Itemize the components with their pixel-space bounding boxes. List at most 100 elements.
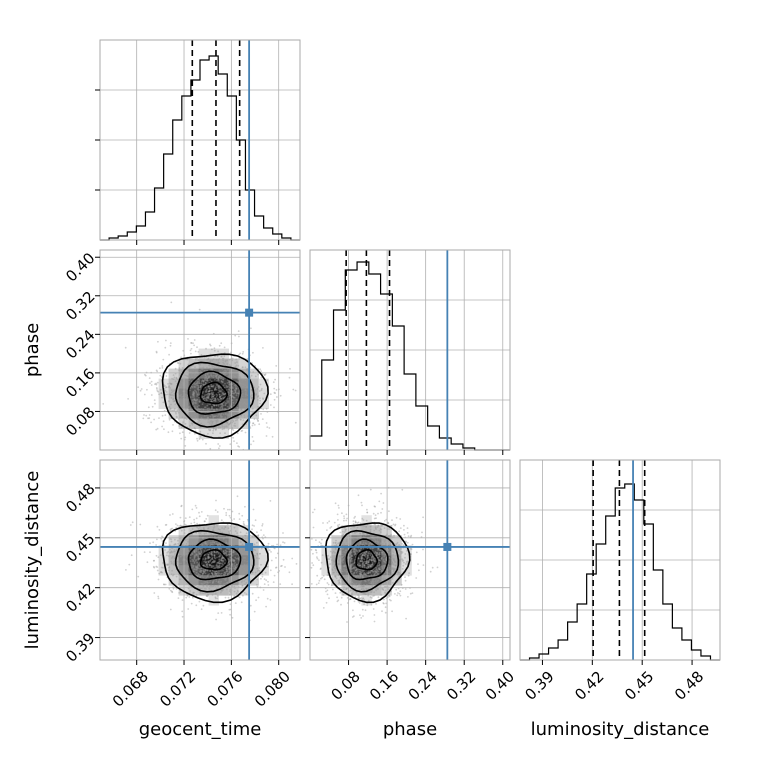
sample-point: [388, 579, 391, 581]
sample-point: [379, 578, 382, 581]
sample-point: [372, 570, 374, 573]
sample-point: [198, 553, 201, 556]
sample-point: [227, 392, 230, 395]
sample-point: [246, 394, 249, 397]
sample-point: [237, 378, 240, 380]
sample-point: [176, 362, 179, 364]
sample-point: [357, 557, 360, 560]
sample-point: [367, 554, 370, 557]
sample-point: [211, 385, 214, 388]
sample-point: [260, 370, 262, 372]
sample-point: [244, 431, 247, 434]
sample-point: [193, 557, 196, 559]
sample-point: [251, 528, 253, 531]
sample-point: [385, 602, 387, 605]
sample-point: [219, 562, 222, 564]
histogram-phase: [309, 261, 510, 451]
sample-point: [398, 592, 401, 595]
sample-point: [246, 569, 248, 571]
sample-point: [264, 374, 266, 376]
sample-point: [180, 437, 183, 440]
sample-point: [361, 554, 363, 557]
sample-point: [174, 399, 177, 402]
sample-point: [208, 389, 211, 391]
sample-point: [389, 547, 391, 550]
sample-point: [323, 578, 326, 581]
sample-point: [214, 398, 217, 401]
sample-point: [384, 543, 387, 546]
sample-point: [212, 429, 215, 432]
sample-point: [219, 396, 221, 398]
sample-point: [221, 585, 223, 588]
sample-point: [363, 571, 366, 574]
sample-point: [236, 381, 239, 384]
sample-point: [384, 585, 386, 588]
sample-point: [300, 402, 302, 404]
density-cell: [258, 388, 269, 399]
pair-panel-geocent_time-phase: [99, 249, 301, 451]
sample-point: [213, 404, 216, 407]
sample-point: [192, 401, 195, 403]
sample-point: [163, 387, 166, 390]
sample-point: [358, 573, 361, 575]
sample-point: [239, 377, 241, 380]
sample-point: [194, 406, 197, 409]
sample-point: [351, 567, 354, 570]
sample-point: [199, 552, 202, 555]
sample-point: [393, 558, 395, 561]
sample-point: [231, 357, 234, 360]
sample-point: [206, 377, 209, 380]
sample-point: [354, 532, 356, 534]
sample-point: [255, 599, 257, 602]
sample-point: [220, 355, 223, 358]
sample-point: [379, 549, 381, 552]
sample-point: [357, 596, 360, 599]
sample-point: [352, 523, 355, 525]
histogram-panel-luminosity_distance: [519, 459, 721, 661]
sample-point: [182, 559, 184, 562]
sample-point: [223, 372, 226, 375]
sample-point: [227, 542, 230, 545]
sample-point: [233, 595, 236, 597]
sample-point: [358, 597, 361, 600]
sample-point: [184, 445, 187, 447]
sample-point: [256, 578, 259, 581]
sample-point: [245, 581, 248, 584]
sample-point: [269, 569, 272, 572]
sample-point: [391, 582, 394, 584]
sample-point: [246, 415, 249, 418]
sample-point: [352, 563, 354, 566]
sample-point: [406, 541, 409, 544]
sample-point: [404, 556, 406, 559]
sample-point: [251, 397, 253, 399]
histogram-layer: [100, 40, 720, 661]
sample-point: [225, 577, 228, 580]
sample-point: [187, 575, 190, 578]
sample-point: [377, 548, 380, 550]
sample-point: [191, 553, 194, 555]
sample-point: [181, 378, 184, 381]
sample-point: [212, 395, 214, 398]
sample-point: [401, 558, 403, 561]
density-cell: [238, 575, 249, 586]
sample-point: [206, 581, 209, 584]
density-cell: [188, 585, 199, 596]
density-cell: [228, 408, 239, 419]
sample-point: [155, 387, 158, 389]
sample-point: [202, 572, 204, 575]
sample-point: [260, 389, 263, 392]
sample-point: [163, 583, 165, 586]
sample-point: [359, 532, 362, 535]
sample-point: [187, 571, 190, 574]
sample-point: [261, 573, 264, 575]
sample-point: [371, 580, 374, 582]
sample-point: [160, 392, 163, 394]
sample-point: [198, 564, 201, 567]
sample-point: [349, 560, 352, 563]
sample-point: [360, 597, 363, 599]
sample-point: [181, 366, 184, 369]
sample-point: [189, 590, 192, 592]
sample-point: [246, 368, 249, 371]
sample-point: [361, 554, 364, 557]
sample-point: [216, 550, 218, 553]
